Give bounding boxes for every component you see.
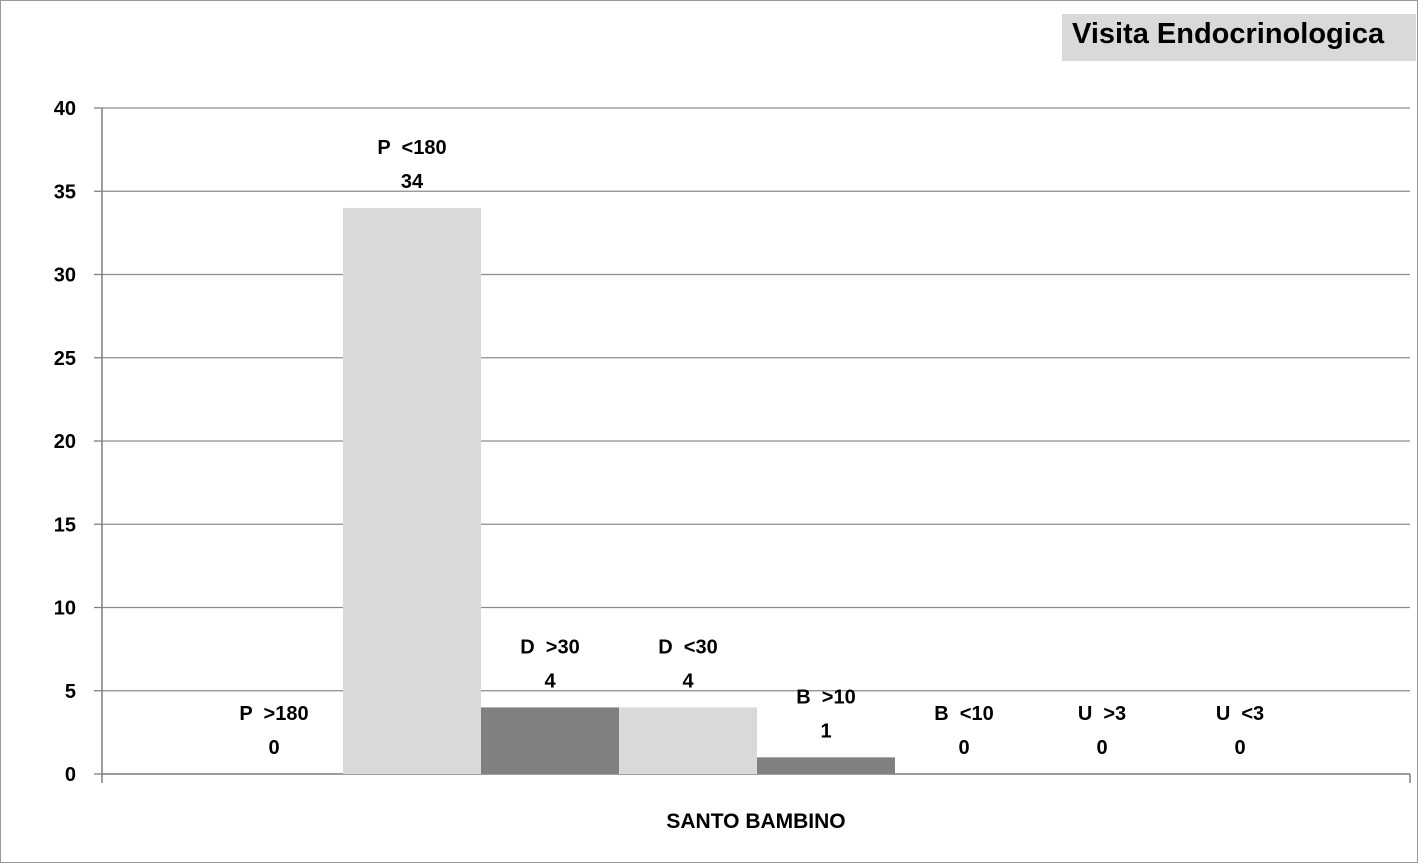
y-tick-label: 0 (65, 764, 76, 786)
data-label-series: D >30 (520, 636, 579, 658)
x-category-label: SANTO BAMBINO (666, 810, 845, 833)
data-label-series: B <10 (934, 703, 993, 725)
data-label-value: 4 (544, 670, 556, 692)
data-label-value: 1 (820, 720, 831, 742)
data-label-value: 34 (401, 171, 424, 193)
data-label-value: 0 (268, 737, 279, 759)
y-tick-label: 5 (65, 681, 76, 703)
y-tick-label: 35 (54, 181, 76, 203)
title-box (1062, 14, 1416, 61)
data-label-series: U <3 (1216, 703, 1264, 725)
data-label-series: U >3 (1078, 703, 1126, 725)
y-tick-label: 40 (54, 98, 76, 120)
bar (343, 207, 481, 774)
y-tick-label: 15 (54, 514, 76, 536)
data-label-value: 0 (958, 737, 969, 759)
data-label-series: B >10 (796, 686, 855, 708)
data-label-series: D <30 (658, 636, 717, 658)
bar (481, 707, 619, 774)
bar (619, 707, 757, 774)
y-tick-label: 10 (54, 598, 76, 620)
data-label-value: 4 (682, 670, 694, 692)
y-tick-label: 30 (54, 265, 76, 287)
data-label-value: 0 (1234, 737, 1245, 759)
data-label-value: 0 (1096, 737, 1107, 759)
chart-title: Visita Endocrinologica (1072, 18, 1385, 50)
y-tick-label: 25 (54, 348, 76, 370)
y-tick-label: 20 (54, 431, 76, 453)
bar (757, 757, 895, 774)
data-label-series: P >180 (239, 703, 308, 725)
data-label-series: P <180 (377, 137, 446, 159)
